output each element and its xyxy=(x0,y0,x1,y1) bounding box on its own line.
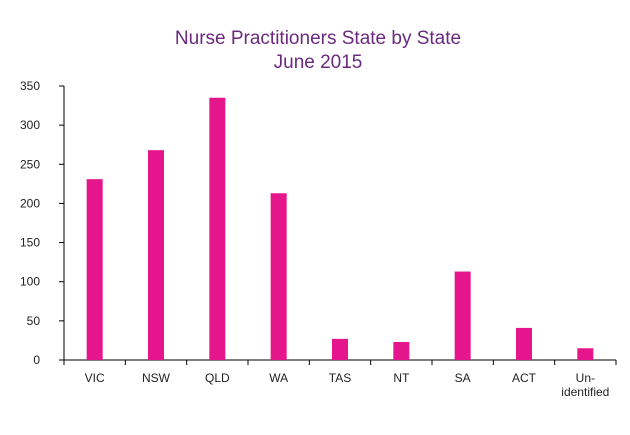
y-tick-label: 150 xyxy=(20,236,40,250)
x-tick-label: WA xyxy=(269,371,288,385)
bar-tas xyxy=(332,338,348,360)
chart-subtitle: June 2015 xyxy=(274,52,363,73)
x-tick-label: TAS xyxy=(329,371,351,385)
bar-qld xyxy=(209,97,226,360)
bar-nt xyxy=(393,341,410,360)
x-tick-label: QLD xyxy=(205,371,230,385)
x-tick-label: Un-identified xyxy=(561,371,609,399)
y-tick-label: 50 xyxy=(27,314,41,328)
x-tick-label-line: WA xyxy=(269,371,288,385)
x-tick-label: ACT xyxy=(512,371,537,385)
bar-wa xyxy=(270,193,287,360)
x-tick-label-line: NT xyxy=(393,371,410,385)
x-tick-label-line: QLD xyxy=(205,371,230,385)
y-tick-label: 250 xyxy=(20,157,40,171)
x-tick-label: NT xyxy=(393,371,410,385)
y-tick-label: 100 xyxy=(20,275,40,289)
bar-nsw xyxy=(148,150,164,360)
x-tick-label-line: ACT xyxy=(512,371,537,385)
bar-sa xyxy=(454,271,471,360)
x-tick-label-line: identified xyxy=(561,385,609,399)
x-tick-label-line: TAS xyxy=(329,371,351,385)
y-tick-label: 0 xyxy=(33,353,40,367)
x-tick-label-line: SA xyxy=(455,371,471,385)
bar-un-identified xyxy=(577,348,594,360)
bar-act xyxy=(516,327,532,360)
x-tick-label-line: NSW xyxy=(142,371,171,385)
x-tick-label-line: Un- xyxy=(576,371,595,385)
chart-title: Nurse Practitioners State by State xyxy=(175,28,461,49)
bar-vic xyxy=(86,179,103,360)
y-tick-label: 200 xyxy=(20,196,40,210)
y-axis: 0 50 100 150 200 250 300 350 xyxy=(20,79,65,367)
x-tick-label-line: VIC xyxy=(85,371,105,385)
y-tick-label: 300 xyxy=(20,118,40,132)
x-axis: VIC NSW QLD WA TAS NT SA ACT Un-identified xyxy=(59,359,617,399)
x-tick-label: VIC xyxy=(85,371,105,385)
bars xyxy=(86,97,594,360)
x-tick-label: SA xyxy=(455,371,471,385)
y-tick-label: 350 xyxy=(20,79,40,93)
x-tick-label: NSW xyxy=(142,371,171,385)
